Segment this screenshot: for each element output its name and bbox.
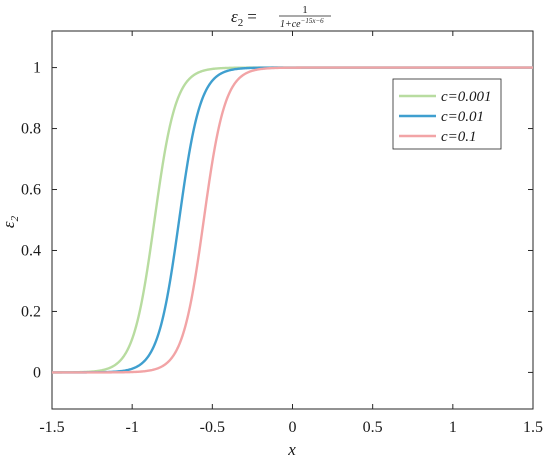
legend-label: c=0.1: [441, 129, 477, 145]
x-axis-label: x: [287, 440, 296, 459]
y-tick-label: 0.4: [21, 242, 41, 259]
title-lhs-subscript: 2: [238, 17, 244, 29]
legend-label: c=0.01: [441, 109, 484, 125]
x-tick-label: 0.5: [363, 419, 383, 436]
title-lhs-symbol: ε: [231, 7, 238, 26]
legend: c=0.001 c=0.01 c=0.1: [392, 78, 502, 150]
ticks: -1.5 -1 -0.5 0 0.5 1 1.5 0 0.2 0.4 0.6 0.8 1: [21, 31, 543, 436]
y-tick-label: 0: [33, 364, 41, 381]
y-tick-label: 0.8: [21, 121, 41, 138]
legend-box: [392, 78, 502, 150]
title-denominator-base: 1+ce: [280, 19, 301, 30]
y-axis-label: ε2: [0, 215, 21, 228]
legend-label: c=0.001: [441, 89, 492, 105]
y-axis-label-symbol: ε: [0, 221, 18, 228]
legend-items: c=0.001 c=0.01 c=0.1: [399, 89, 492, 145]
y-tick-label: 0.6: [21, 182, 41, 199]
series-group: [51, 66, 534, 374]
title-denominator-exponent: −15x−6: [301, 17, 325, 25]
x-tick-label: 1.5: [523, 419, 543, 436]
y-axis-label-subscript: 2: [9, 215, 21, 221]
x-tick-label: -0.5: [200, 419, 225, 436]
x-tick-label: -1: [126, 419, 139, 436]
chart-title: ε2 =: [231, 7, 257, 29]
title-denominator: 1+ce−15x−6: [280, 17, 324, 30]
y-tick-label: 0.2: [21, 303, 41, 320]
y-tick-label: 1: [33, 60, 41, 77]
title-numerator: 1: [302, 4, 308, 16]
x-tick-label: 1: [449, 419, 457, 436]
title-equals: =: [247, 7, 257, 26]
x-tick-label: -1.5: [39, 419, 64, 436]
series-line: [51, 66, 534, 374]
x-tick-label: 0: [289, 419, 297, 436]
